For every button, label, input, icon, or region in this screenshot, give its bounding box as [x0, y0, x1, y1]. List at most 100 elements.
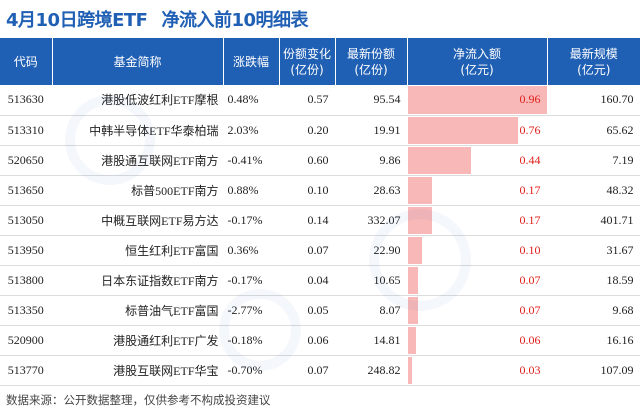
change-cell: 2.03%: [223, 115, 280, 146]
code-cell: 513050: [0, 205, 53, 236]
share-change-cell: 0.07: [279, 355, 336, 386]
header-code: 代码: [0, 38, 53, 85]
fund-name-cell: 港股通红利ETF广发: [52, 325, 224, 356]
net-inflow-value: 0.96: [519, 92, 541, 107]
table-row: 513950 恒生红利ETF富国 0.36% 0.07 22.90 0.10 31.67: [0, 235, 640, 266]
change-cell: 0.48%: [223, 85, 280, 116]
net-inflow-bar: [407, 356, 412, 384]
fund-name-cell: 港股通互联网ETF南方: [52, 145, 224, 176]
code-cell: 520650: [0, 145, 53, 176]
table-row: 520900 港股通红利ETF广发 -0.18% 0.06 14.81 0.06 16.16: [0, 325, 640, 356]
header-change: 涨跌幅: [223, 38, 280, 85]
net-inflow-bar: [407, 176, 433, 204]
net-inflow-value: 0.06: [519, 332, 541, 347]
net-inflow-cell: 0.76: [407, 115, 548, 146]
net-inflow-cell: 0.07: [407, 295, 548, 326]
net-inflow-bar: [407, 296, 418, 324]
latest-scale-cell: 9.68: [547, 295, 640, 326]
share-change-cell: 0.07: [279, 235, 336, 266]
latest-scale-cell: 7.19: [547, 145, 640, 176]
latest-scale-cell: 16.16: [547, 325, 640, 356]
title-main: 净流入前10明细表: [161, 10, 309, 31]
latest-scale-cell: 18.59: [547, 265, 640, 296]
fund-name-cell: 标普500ETF南方: [52, 175, 224, 206]
etf-inflow-table: 代码 基金简称 涨跌幅 份额变化 (亿份) 最新份额 (亿份) 净流入额 (亿元…: [0, 38, 640, 386]
share-change-cell: 0.04: [279, 265, 336, 296]
latest-scale-cell: 401.71: [547, 205, 640, 236]
share-change-cell: 0.20: [279, 115, 336, 146]
latest-scale-cell: 48.32: [547, 175, 640, 206]
code-cell: 513950: [0, 235, 53, 266]
code-cell: 513770: [0, 355, 53, 386]
latest-scale-cell: 65.62: [547, 115, 640, 146]
change-cell: -0.17%: [223, 205, 280, 236]
fund-name-cell: 中概互联网ETF易方达: [52, 205, 224, 236]
change-cell: -0.17%: [223, 265, 280, 296]
share-change-cell: 0.14: [279, 205, 336, 236]
share-change-cell: 0.05: [279, 295, 336, 326]
header-share-change: 份额变化 (亿份): [279, 38, 336, 85]
title-date: 4月10日跨境ETF: [6, 10, 148, 31]
fund-name-cell: 港股低波红利ETF摩根: [52, 85, 224, 116]
fund-name-cell: 日本东证指数ETF南方: [52, 265, 224, 296]
table-row: 513310 中韩半导体ETF华泰柏瑞 2.03% 0.20 19.91 0.76 65.6…: [0, 115, 640, 146]
net-inflow-bar: [407, 326, 417, 354]
latest-share-cell: 22.90: [335, 235, 408, 266]
header-name: 基金简称: [52, 38, 224, 85]
net-inflow-value: 0.07: [519, 302, 541, 317]
latest-share-cell: 332.07: [335, 205, 408, 236]
net-inflow-cell: 0.06: [407, 325, 548, 356]
data-source-note: 数据来源：公开数据整理，仅供参考不构成投资建议: [6, 393, 271, 407]
share-change-cell: 0.10: [279, 175, 336, 206]
fund-name-cell: 中韩半导体ETF华泰柏瑞: [52, 115, 224, 146]
latest-share-cell: 10.65: [335, 265, 408, 296]
table-row: 520650 港股通互联网ETF南方 -0.41% 0.60 9.86 0.44 7.19: [0, 145, 640, 176]
net-inflow-value: 0.76: [519, 122, 541, 137]
change-cell: 0.88%: [223, 175, 280, 206]
fund-name-cell: 港股互联网ETF华宝: [52, 355, 224, 386]
net-inflow-value: 0.03: [519, 362, 541, 377]
table-row: 513650 标普500ETF南方 0.88% 0.10 28.63 0.17 48.32: [0, 175, 640, 206]
latest-share-cell: 19.91: [335, 115, 408, 146]
change-cell: 0.36%: [223, 235, 280, 266]
net-inflow-bar: [407, 86, 546, 114]
table-row: 513630 港股低波红利ETF摩根 0.48% 0.57 95.54 0.96 160.7…: [0, 85, 640, 116]
net-inflow-cell: 0.07: [407, 265, 548, 296]
latest-scale-cell: 160.70: [547, 85, 640, 116]
page-title: 4月10日跨境ETF 净流入前10明细表: [0, 0, 640, 38]
share-change-cell: 0.57: [279, 85, 336, 116]
code-cell: 520900: [0, 325, 53, 356]
code-cell: 513310: [0, 115, 53, 146]
share-change-cell: 0.60: [279, 145, 336, 176]
code-cell: 513800: [0, 265, 53, 296]
net-inflow-value: 0.44: [519, 152, 541, 167]
table-header-row: 代码 基金简称 涨跌幅 份额变化 (亿份) 最新份额 (亿份) 净流入额 (亿元…: [0, 38, 640, 85]
net-inflow-value: 0.17: [519, 212, 541, 227]
table-row: 513770 港股互联网ETF华宝 -0.70% 0.07 248.82 0.03 107.…: [0, 355, 640, 386]
net-inflow-cell: 0.17: [407, 205, 548, 236]
net-inflow-cell: 0.44: [407, 145, 548, 176]
change-cell: -2.77%: [223, 295, 280, 326]
table-row: 513800 日本东证指数ETF南方 -0.17% 0.04 10.65 0.07 18.5…: [0, 265, 640, 296]
fund-name-cell: 标普油气ETF富国: [52, 295, 224, 326]
net-inflow-cell: 0.17: [407, 175, 548, 206]
header-net-inflow: 净流入额 (亿元): [407, 38, 548, 85]
latest-share-cell: 8.07: [335, 295, 408, 326]
net-inflow-cell: 0.03: [407, 355, 548, 386]
net-inflow-bar: [407, 266, 418, 294]
latest-share-cell: 28.63: [335, 175, 408, 206]
table-row: 513050 中概互联网ETF易方达 -0.17% 0.14 332.07 0.17 401…: [0, 205, 640, 236]
latest-share-cell: 14.81: [335, 325, 408, 356]
header-latest-scale: 最新规模 (亿元): [547, 38, 640, 85]
net-inflow-value: 0.17: [519, 182, 541, 197]
net-inflow-cell: 0.96: [407, 85, 548, 116]
code-cell: 513650: [0, 175, 53, 206]
net-inflow-bar: [407, 236, 422, 264]
net-inflow-cell: 0.10: [407, 235, 548, 266]
share-change-cell: 0.06: [279, 325, 336, 356]
net-inflow-bar: [407, 116, 518, 144]
latest-share-cell: 248.82: [335, 355, 408, 386]
net-inflow-bar: [407, 206, 433, 234]
latest-scale-cell: 31.67: [547, 235, 640, 266]
change-cell: -0.70%: [223, 355, 280, 386]
